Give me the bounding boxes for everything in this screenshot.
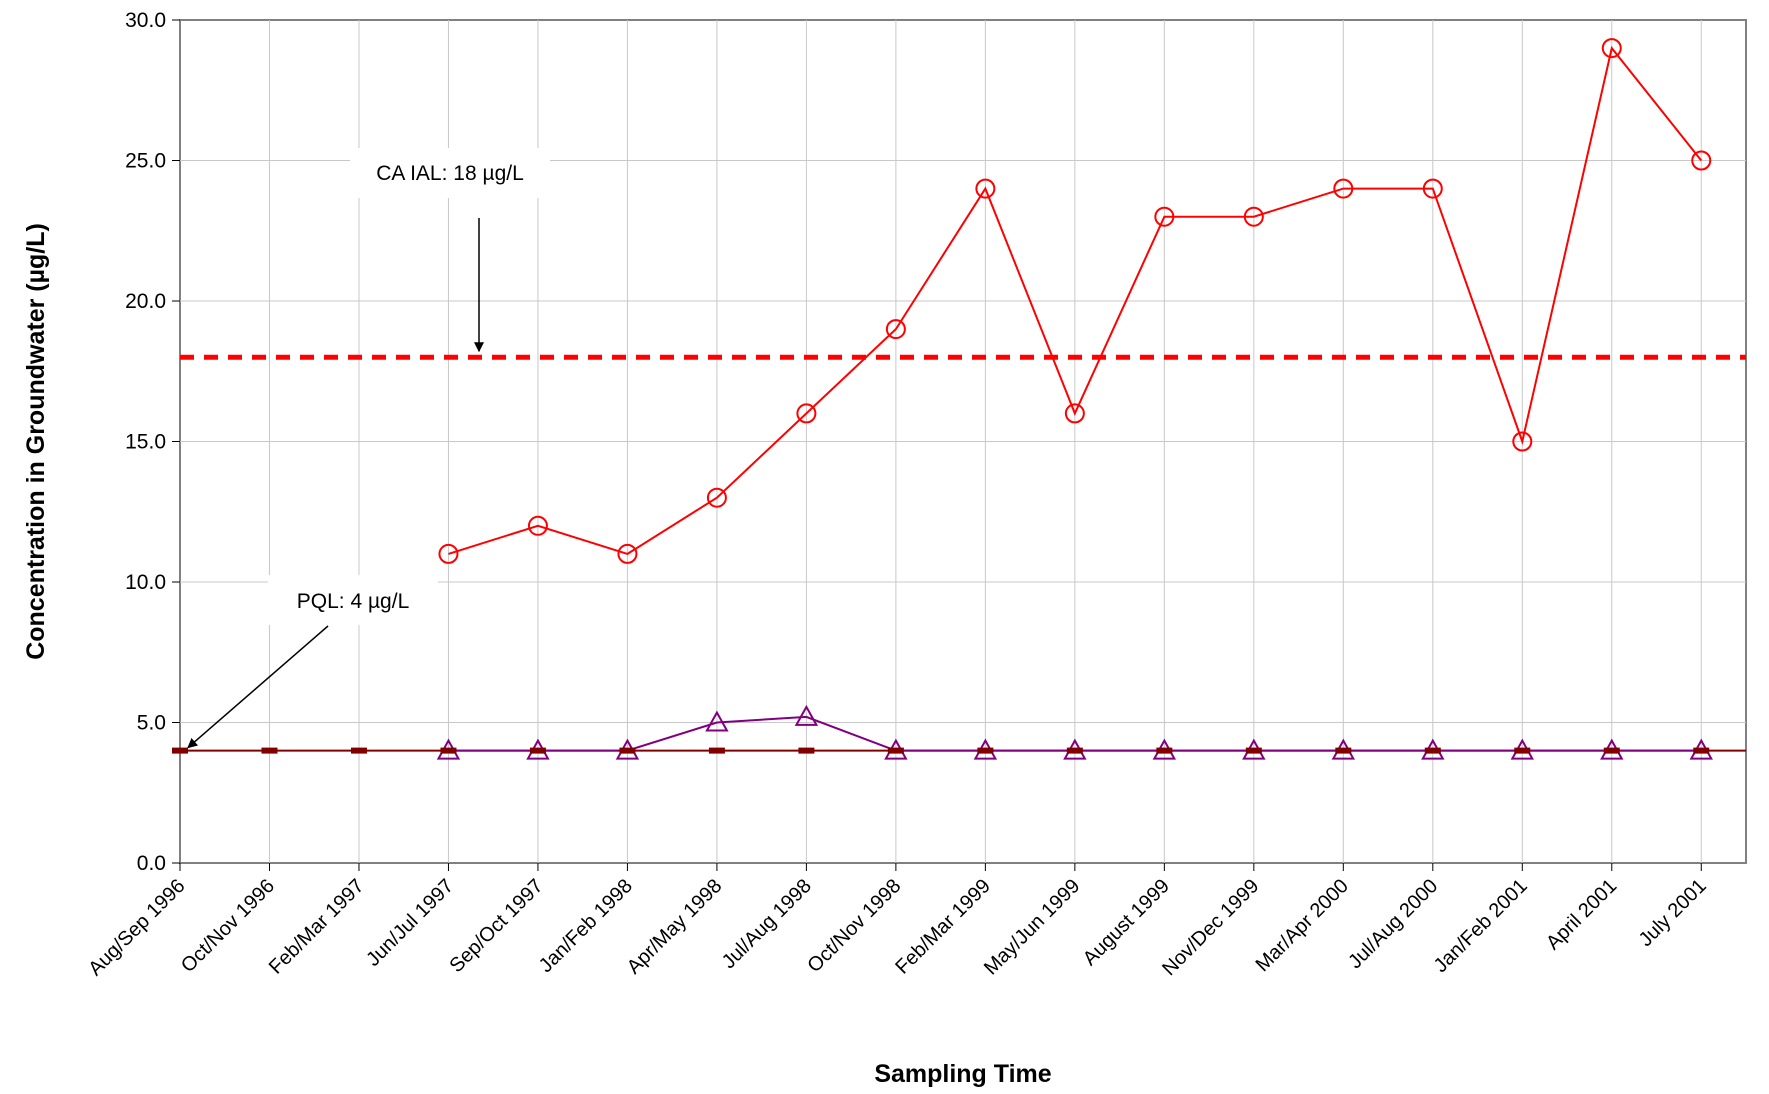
x-tick-label: Jul/Aug 1998	[718, 875, 816, 973]
data-point	[796, 403, 817, 424]
data-point	[885, 319, 906, 340]
y-tick-label: 30.0	[125, 9, 166, 32]
data-point	[1154, 206, 1175, 227]
data-point	[1512, 431, 1533, 452]
data-point	[1422, 178, 1443, 199]
x-tick-label: Jul/Aug 2000	[1344, 875, 1442, 973]
x-axis-title: Sampling Time	[874, 1060, 1051, 1088]
data-point	[527, 515, 548, 536]
data-point	[1333, 178, 1354, 199]
ial-annotation-label: CA IAL: 18 µg/L	[376, 162, 524, 185]
data-point	[706, 487, 727, 508]
y-tick-label: 25.0	[125, 150, 166, 173]
x-tick-label: Nov/Dec 1999	[1158, 875, 1263, 980]
data-point	[794, 704, 819, 726]
series-line	[448, 45, 1703, 555]
data-point	[617, 543, 638, 564]
data-point	[1064, 403, 1085, 424]
data-point	[619, 747, 636, 754]
x-tick-label: Oct/Nov 1996	[177, 875, 279, 977]
data-point	[705, 710, 729, 732]
data-point	[261, 747, 278, 754]
data-point	[798, 747, 815, 754]
data-point	[977, 747, 994, 754]
data-point	[1243, 206, 1264, 227]
x-tick-label: April 2001	[1542, 875, 1621, 954]
x-tick-label: Aug/Sep 1996	[84, 875, 189, 980]
y-axis-title: Concentration in Groundwater (µg/L)	[22, 223, 50, 660]
y-tick-label: 5.0	[137, 712, 166, 735]
y-tick-label: 20.0	[125, 290, 166, 313]
x-tick-label: Oct/Nov 1998	[803, 875, 905, 977]
x-tick-label: Apr/May 1998	[623, 875, 727, 979]
data-point	[172, 747, 188, 754]
data-point	[975, 178, 996, 199]
data-point	[350, 747, 367, 754]
data-point	[1691, 150, 1712, 171]
data-point	[1156, 747, 1173, 754]
y-tick-label: 0.0	[137, 852, 166, 875]
x-tick-label: August 1999	[1079, 875, 1174, 970]
pql-annotation-label: PQL: 4 µg/L	[297, 590, 410, 613]
data-point	[1335, 747, 1352, 754]
x-tick-label: July 2001	[1635, 875, 1711, 951]
data-point	[1245, 747, 1262, 754]
data-point	[440, 747, 457, 754]
series-3	[172, 747, 1710, 754]
x-tick-label: Jan/Feb 1998	[535, 875, 637, 977]
pql-annotation-arrow	[187, 625, 329, 749]
data-point	[1514, 747, 1531, 754]
series-1	[438, 38, 1712, 564]
data-point	[1066, 747, 1083, 754]
x-tick-label: May/Jun 1999	[980, 875, 1084, 979]
annotation-box	[350, 148, 550, 198]
x-tick-label: Feb/Mar 1999	[891, 875, 995, 979]
data-point	[529, 747, 546, 754]
data-point	[1424, 747, 1441, 754]
data-point	[887, 747, 904, 754]
x-tick-label: Jan/Feb 2001	[1430, 875, 1532, 977]
data-point	[1601, 38, 1622, 59]
x-tick-label: Feb/Mar 1997	[265, 875, 369, 979]
data-point	[1693, 747, 1710, 754]
y-tick-label: 15.0	[125, 431, 166, 454]
x-tick-label: Sep/Oct 1997	[445, 875, 547, 977]
data-point	[438, 543, 459, 564]
data-point	[1603, 747, 1620, 754]
y-tick-label: 10.0	[125, 571, 166, 594]
annotation-box	[268, 575, 438, 625]
data-point	[708, 747, 725, 754]
x-tick-label: Mar/Apr 2000	[1252, 875, 1353, 976]
x-tick-label: Jun/Jul 1997	[362, 875, 458, 971]
